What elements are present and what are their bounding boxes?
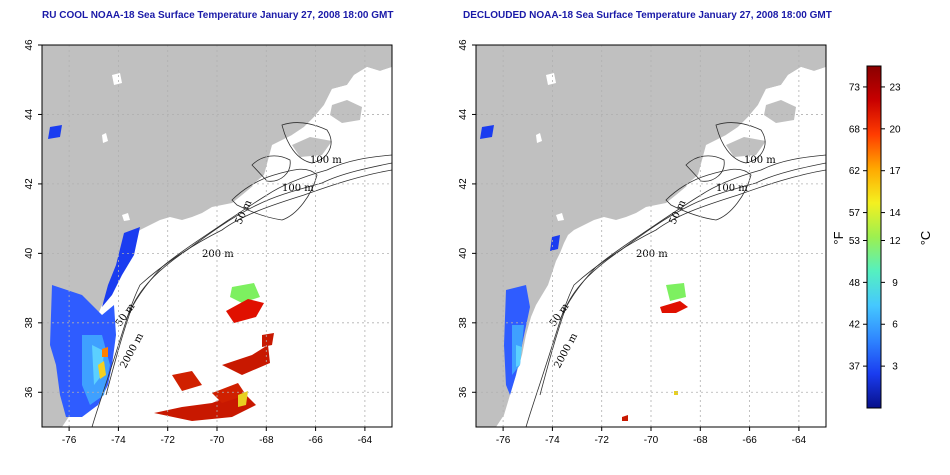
- contour-label-100m-a: 100 m: [310, 155, 342, 166]
- fahrenheit-tick-label: 73: [849, 82, 861, 93]
- right-panel-title: DECLOUDED NOAA-18 Sea Surface Temperatur…: [463, 10, 832, 21]
- y-tick-label: 38: [24, 317, 35, 329]
- x-tick-label: -72: [594, 435, 609, 446]
- celsius-tick-label: 14: [889, 208, 901, 219]
- bathymetry-contours: [91, 122, 392, 427]
- y-tick-label: 46: [458, 39, 469, 51]
- celsius-tick-label: 6: [892, 320, 898, 331]
- celsius-tick-label: 3: [892, 362, 898, 373]
- x-tick-label: -70: [644, 435, 659, 446]
- sst-swath: [48, 125, 274, 421]
- land-mass: [42, 45, 392, 427]
- fahrenheit-unit-label: °F: [831, 231, 846, 244]
- y-tick-label: 44: [24, 108, 35, 120]
- fahrenheit-tick-label: 37: [849, 362, 861, 373]
- x-tick-label: -68: [693, 435, 708, 446]
- contour-label-100m-a: 100 m: [744, 155, 776, 166]
- celsius-tick-label: 23: [889, 82, 901, 93]
- x-tick-label: -72: [160, 435, 175, 446]
- contour-label-100m-b: 100 m: [282, 183, 314, 194]
- contour-label-100m-b: 100 m: [716, 183, 748, 194]
- y-tick-label: 40: [24, 247, 35, 259]
- fahrenheit-tick-label: 57: [849, 208, 861, 219]
- x-tick-label: -70: [210, 435, 225, 446]
- x-tick-label: -64: [792, 435, 807, 446]
- bathymetry-contours: [525, 122, 826, 427]
- y-tick-label: 46: [24, 39, 35, 51]
- celsius-tick-label: 17: [889, 166, 901, 177]
- contour-label-200m: 200 m: [202, 249, 234, 260]
- x-tick-label: -76: [496, 435, 511, 446]
- contour-label-200m: 200 m: [636, 249, 668, 260]
- left-map-panel: 100 m 100 m 50 m 200 m 50 m 2000 m -76 -7…: [24, 39, 393, 446]
- fahrenheit-tick-label: 48: [849, 278, 861, 289]
- y-tick-label: 36: [24, 386, 35, 398]
- celsius-tick-label: 20: [889, 124, 901, 135]
- celsius-unit-label: °C: [918, 231, 933, 246]
- fahrenheit-tick-label: 68: [849, 124, 861, 135]
- land-mass: [476, 45, 826, 427]
- x-tick-label: -74: [111, 435, 126, 446]
- y-tick-label: 38: [458, 317, 469, 329]
- y-tick-label: 40: [458, 247, 469, 259]
- fahrenheit-tick-label: 42: [849, 320, 861, 331]
- x-tick-label: -66: [308, 435, 323, 446]
- x-tick-label: -66: [742, 435, 757, 446]
- celsius-tick-label: 9: [892, 278, 898, 289]
- sst-swath: [480, 125, 688, 421]
- y-tick-label: 44: [458, 108, 469, 120]
- left-panel-title: RU COOL NOAA-18 Sea Surface Temperature …: [42, 10, 394, 21]
- temperature-colorbar: 23 73 20 68 17 62 14 57 12 53 9 48 6 42 3 37 °F °C: [831, 65, 933, 409]
- fahrenheit-tick-label: 53: [849, 236, 861, 247]
- celsius-tick-label: 12: [889, 236, 901, 247]
- fahrenheit-tick-label: 62: [849, 166, 861, 177]
- y-tick-label: 42: [458, 178, 469, 190]
- colorbar-gradient: [866, 65, 882, 409]
- x-tick-label: -74: [545, 435, 560, 446]
- y-tick-label: 36: [458, 386, 469, 398]
- x-tick-label: -68: [259, 435, 274, 446]
- right-map-panel: 100 m 100 m 50 m 200 m 50 m 2000 m -76 -7…: [458, 39, 827, 446]
- y-tick-label: 42: [24, 178, 35, 190]
- x-tick-label: -64: [358, 435, 373, 446]
- x-tick-label: -76: [62, 435, 77, 446]
